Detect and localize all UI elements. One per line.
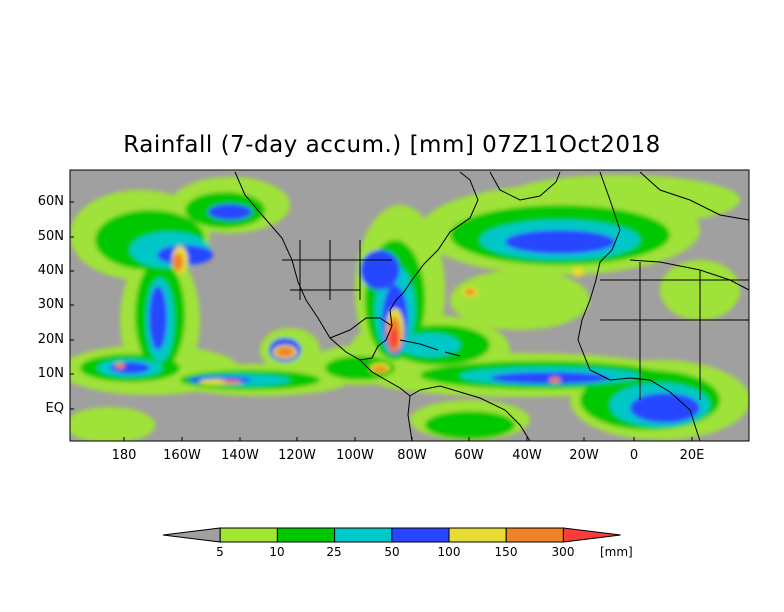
lat-label: 10N <box>37 366 64 381</box>
lon-label: 60W <box>454 448 484 463</box>
lon-label: 160W <box>163 448 201 463</box>
lat-label: 20N <box>37 332 64 347</box>
lon-label: 20E <box>679 448 705 463</box>
colorbar-label: 300 <box>551 545 575 559</box>
colorbar-label: 150 <box>494 545 518 559</box>
colorbar-unit: [mm] <box>600 545 633 559</box>
rainfall-field <box>70 175 749 441</box>
colorbar-label: 25 <box>326 545 342 559</box>
lat-label: EQ <box>45 401 64 416</box>
lon-label: 80W <box>397 448 427 463</box>
map-title: Rainfall (7-day accum.) [mm] 07Z11Oct201… <box>123 132 661 158</box>
lat-label: 50N <box>37 229 64 244</box>
lon-label: 100W <box>336 448 374 463</box>
lon-label: 120W <box>278 448 316 463</box>
lon-label: 40W <box>512 448 542 463</box>
lat-label: 30N <box>37 297 64 312</box>
lon-label: 0 <box>629 448 639 463</box>
lon-label: 180 <box>111 448 137 463</box>
colorbar-label: 50 <box>384 545 400 559</box>
colorbar-label: 5 <box>216 545 224 559</box>
colorbar-label: 100 <box>437 545 461 559</box>
lon-label: 140W <box>221 448 259 463</box>
lat-label: 60N <box>37 194 64 209</box>
coastlines <box>234 171 749 441</box>
lat-label: 40N <box>37 263 64 278</box>
colorbar-label: 10 <box>269 545 285 559</box>
lon-label: 20W <box>569 448 599 463</box>
